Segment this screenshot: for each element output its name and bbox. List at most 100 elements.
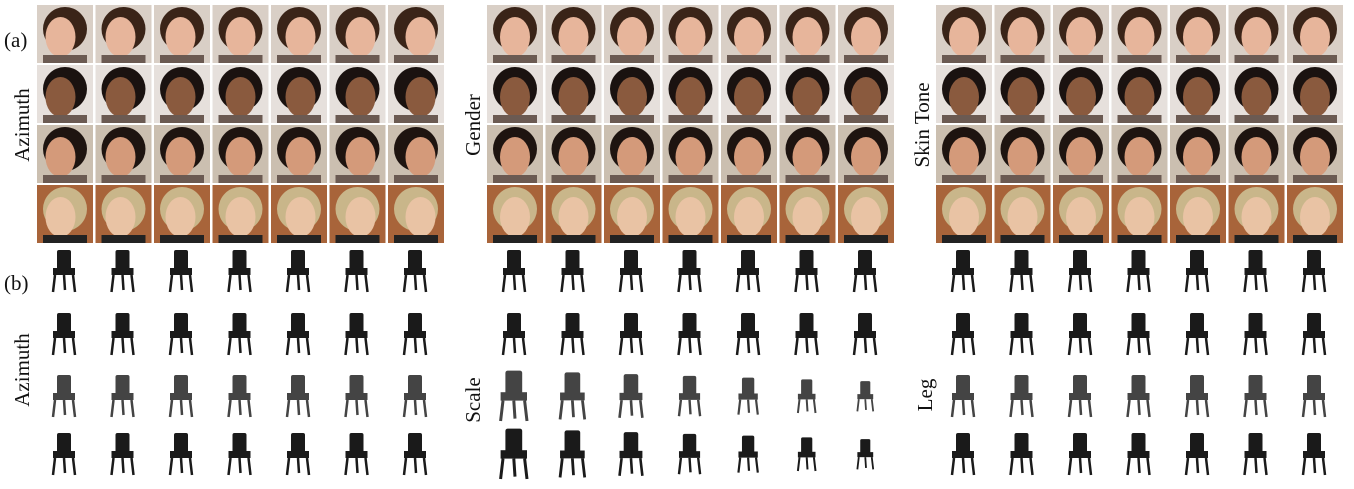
chair-seat — [854, 268, 876, 275]
chair-legs — [53, 400, 75, 417]
chair-legs — [560, 458, 585, 477]
chair-legs — [346, 400, 368, 417]
chair-seat — [1128, 393, 1150, 400]
shoulders — [1059, 55, 1103, 63]
chair-legs — [229, 275, 251, 292]
chair-legs — [1011, 458, 1033, 475]
shoulders — [844, 235, 888, 243]
chair-image — [620, 313, 642, 355]
face-image — [546, 185, 602, 243]
chair-seat — [501, 450, 527, 458]
face — [617, 137, 647, 177]
shoulders — [336, 235, 380, 243]
chair-legs — [798, 457, 816, 471]
face — [226, 17, 256, 57]
chair-back — [1249, 250, 1263, 270]
face-image — [780, 5, 836, 63]
chair-back — [858, 313, 872, 333]
chair-seat — [679, 331, 701, 338]
chair-back — [57, 313, 71, 333]
face-image — [388, 185, 444, 243]
face-image — [271, 125, 327, 183]
face-image — [213, 125, 269, 183]
shoulders — [277, 175, 321, 183]
face — [346, 197, 376, 237]
chair-legs — [1186, 338, 1208, 355]
chair-image — [854, 250, 876, 292]
face-image — [604, 65, 660, 123]
face — [1242, 17, 1272, 57]
shoulders — [610, 115, 654, 123]
chair-back — [1015, 433, 1029, 453]
face-image — [213, 65, 269, 123]
panel-label: (a) — [4, 28, 27, 52]
chair-back — [57, 433, 71, 453]
face — [500, 137, 530, 177]
chair-seat — [620, 393, 643, 400]
chair-back — [683, 313, 697, 333]
chair-image — [854, 313, 876, 355]
chair-seat — [620, 268, 642, 275]
chair-seat — [346, 451, 368, 458]
chair-seat — [170, 451, 192, 458]
face — [46, 197, 76, 237]
chair-legs — [562, 338, 584, 355]
chair-legs — [1128, 275, 1150, 292]
shoulders — [942, 175, 986, 183]
shoulders — [160, 115, 204, 123]
chair-back — [350, 313, 364, 333]
chair-back — [1190, 250, 1204, 270]
chair-image — [798, 379, 816, 413]
chair-back — [1190, 375, 1204, 395]
face — [106, 137, 136, 177]
shoulders — [277, 55, 321, 63]
chair-back — [507, 250, 521, 270]
shoulders — [160, 235, 204, 243]
face — [676, 197, 706, 237]
chair-image — [112, 375, 134, 417]
chair-seat — [737, 268, 759, 275]
shoulders — [844, 175, 888, 183]
face-image — [154, 125, 210, 183]
face-image — [154, 65, 210, 123]
shoulders — [669, 235, 713, 243]
chair-seat — [620, 451, 643, 458]
chair-legs — [53, 458, 75, 475]
shoulders — [727, 55, 771, 63]
chair-image — [1245, 375, 1267, 417]
chair-seat — [404, 393, 426, 400]
chair-seat — [53, 451, 75, 458]
face-image — [1287, 65, 1343, 123]
shoulders — [669, 115, 713, 123]
chair-image — [404, 313, 426, 355]
chair-seat — [1186, 331, 1208, 338]
chair-legs — [287, 458, 309, 475]
face-image — [1229, 125, 1285, 183]
shoulders — [1001, 175, 1045, 183]
face — [793, 17, 823, 57]
chair-seat — [1011, 393, 1033, 400]
chair-legs — [229, 338, 251, 355]
chair-legs — [952, 400, 974, 417]
chair-seat — [1245, 268, 1267, 275]
chair-legs — [112, 458, 134, 475]
chair-seat — [503, 331, 525, 338]
shoulders — [1001, 235, 1045, 243]
chair-back — [233, 313, 247, 333]
shoulders — [727, 235, 771, 243]
face — [1183, 197, 1213, 237]
face — [500, 77, 530, 117]
shoulders — [786, 55, 830, 63]
chair-back — [408, 250, 422, 270]
shoulders — [1293, 55, 1337, 63]
chair-legs — [1245, 400, 1267, 417]
shoulders — [610, 175, 654, 183]
shoulders — [1176, 55, 1220, 63]
chair-legs — [857, 399, 873, 411]
chair-legs — [1303, 275, 1325, 292]
face — [346, 77, 376, 117]
face-image — [271, 65, 327, 123]
shoulders — [493, 115, 537, 123]
group-label: Skin Tone — [910, 82, 934, 167]
chair-image — [737, 250, 759, 292]
